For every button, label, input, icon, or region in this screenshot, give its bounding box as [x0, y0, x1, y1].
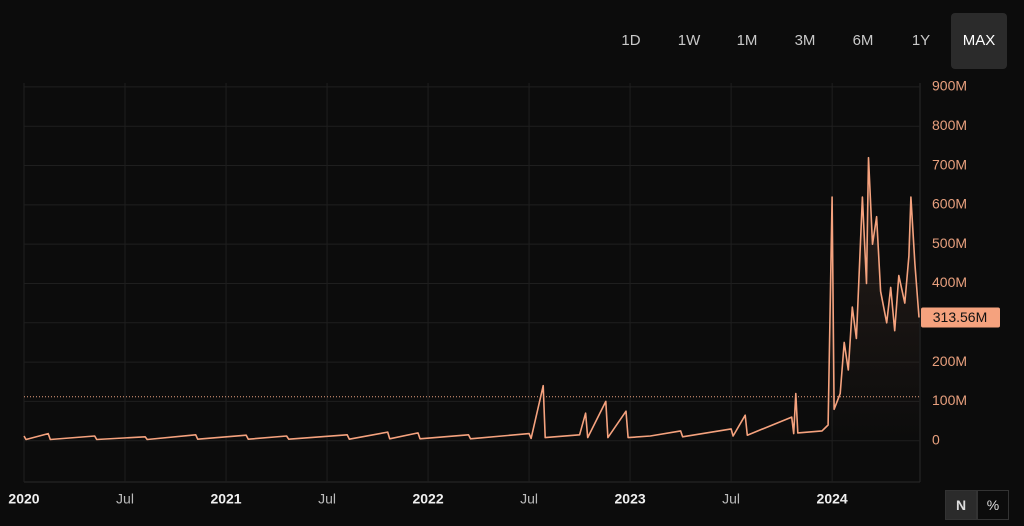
- line: [23, 156, 920, 441]
- y-tick-label: 0: [932, 431, 940, 447]
- range-button[interactable]: MAX: [951, 13, 1007, 69]
- range-button[interactable]: 1W: [677, 32, 701, 49]
- x-tick-label: 2022: [412, 491, 443, 507]
- scale-button[interactable]: N: [945, 490, 977, 520]
- y-tick-label: 900M: [932, 78, 967, 94]
- x-tick-label: Jul: [116, 491, 134, 507]
- x-tick-label: 2020: [8, 491, 39, 507]
- range-button[interactable]: 1D: [621, 32, 641, 49]
- range-button[interactable]: 3M: [794, 32, 816, 49]
- y-tick-label: 200M: [932, 353, 967, 369]
- y-tick-label: 600M: [932, 196, 967, 212]
- range-button[interactable]: 1Y: [911, 32, 931, 49]
- area: [24, 157, 919, 441]
- y-tick-label: 100M: [932, 392, 967, 408]
- range-button[interactable]: 1M: [736, 32, 758, 49]
- x-tick-label: 2023: [615, 491, 646, 507]
- last-value-label: 313.56M: [933, 309, 987, 325]
- range-button[interactable]: 6M: [852, 32, 874, 49]
- y-tick-label: 500M: [932, 235, 967, 251]
- x-tick-label: Jul: [318, 491, 336, 507]
- y-tick-label: 400M: [932, 274, 967, 290]
- x-tick-label: 2021: [210, 491, 241, 507]
- x-tick-label: 2024: [817, 491, 848, 507]
- last-value-box: [921, 307, 1000, 328]
- y-tick-label: 800M: [932, 117, 967, 133]
- x-tick-label: Jul: [722, 491, 740, 507]
- y-tick-label: 700M: [932, 156, 967, 172]
- x-tick-label: Jul: [520, 491, 538, 507]
- scale-button[interactable]: %: [977, 490, 1009, 520]
